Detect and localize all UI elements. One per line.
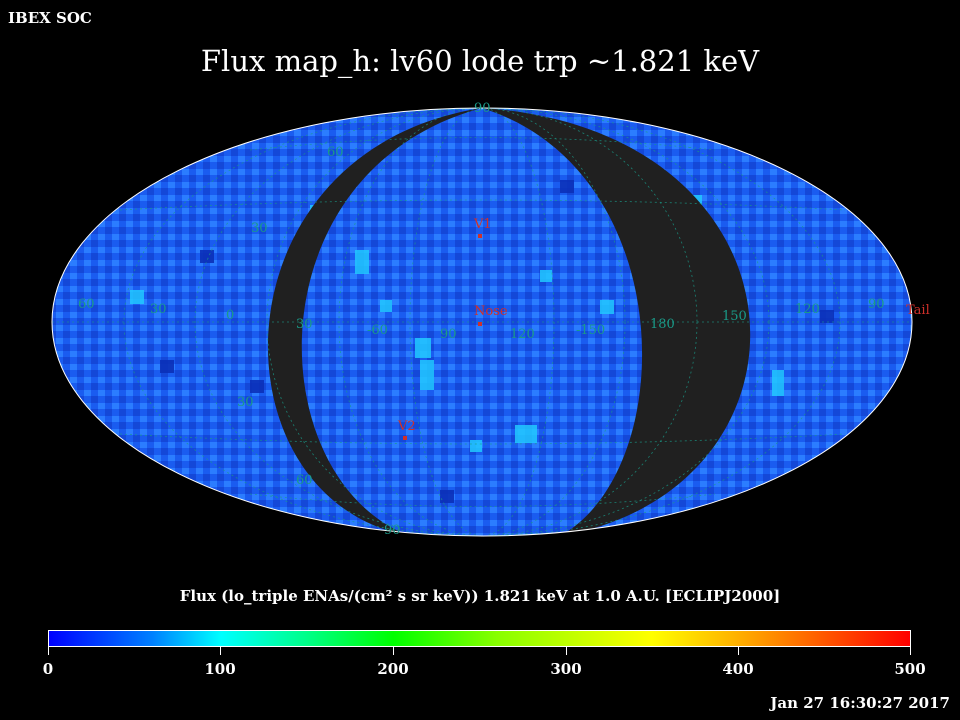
meridian-label: -60 (367, 323, 388, 338)
colorbar-label: Flux (lo_triple ENAs/(cm² s sr keV)) 1.8… (179, 587, 781, 605)
colorbar-tick-label: 500 (894, 660, 926, 678)
parallel-label: 60 (327, 145, 344, 160)
marker-v2 (403, 436, 407, 440)
meridian-label: 90 (440, 327, 457, 342)
parallel-label: 30 (251, 221, 268, 236)
parallel-label: 60 (296, 473, 313, 488)
colorbar-tick (393, 647, 394, 655)
colorbar-tick-label: 300 (550, 660, 582, 678)
parallel-label: 90 (474, 101, 491, 116)
flux-region (52, 108, 912, 536)
marker-label-v1: V1 (473, 217, 492, 232)
colorbar (48, 630, 911, 647)
no-data-band-left (267, 108, 482, 536)
timestamp: Jan 27 16:30:27 2017 (770, 694, 950, 712)
meridian-label: 120 (795, 302, 820, 317)
meridian-label: 150 (722, 309, 747, 324)
meridian-label: 120 (510, 327, 535, 342)
colorbar-tick-label: 400 (722, 660, 754, 678)
colorbar-tick (910, 647, 911, 655)
colorbar-tick (48, 647, 49, 655)
colorbar-tick (220, 647, 221, 655)
marker-label-nose: Nose (474, 304, 508, 319)
colorbar-tick-label: 200 (377, 660, 409, 678)
marker-v1 (478, 234, 482, 238)
no-data-band-right (482, 108, 751, 536)
marker-label-tail: Tail (906, 303, 930, 318)
colorbar-tick-label: 100 (204, 660, 236, 678)
meridian-label: 180 (650, 317, 675, 332)
colorbar-tick-label: 0 (42, 660, 54, 678)
map-title: Flux map_h: lv60 lode trp ~1.821 keV (200, 44, 760, 78)
colorbar-tick (738, 647, 739, 655)
meridian-label: 0 (226, 308, 234, 323)
meridian-label: -150 (576, 323, 605, 338)
meridian-label: 30 (150, 302, 167, 317)
map-outline (51, 107, 913, 537)
parallel-label: 30 (237, 395, 254, 410)
marker-nose (478, 322, 482, 326)
parallel-label: 90 (384, 523, 401, 538)
colorbar-tick (566, 647, 567, 655)
meridian-label: 90 (868, 297, 885, 312)
meridian-label: 30 (296, 317, 313, 332)
marker-label-v2: V2 (397, 419, 416, 434)
meridian-label: 60 (78, 297, 95, 312)
soc-label: IBEX SOC (8, 9, 92, 27)
